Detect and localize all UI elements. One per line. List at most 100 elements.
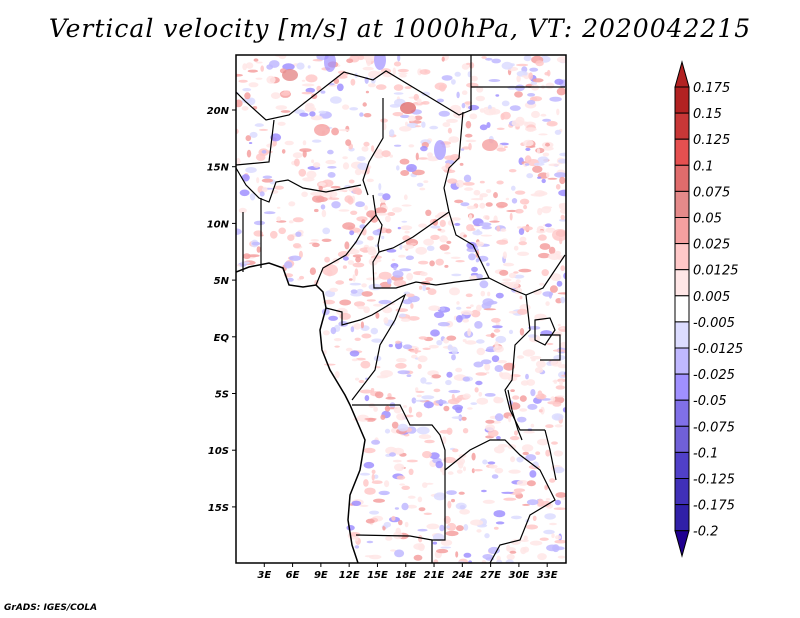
descent-cell <box>488 79 501 82</box>
ascent-cell <box>435 258 444 266</box>
ascent-cell <box>427 288 437 296</box>
descent-cell <box>378 183 382 191</box>
lon-tick-label: 30E <box>509 570 530 581</box>
ascent-cell <box>475 372 488 376</box>
ascent-cell <box>304 106 317 113</box>
ascent-cell <box>451 393 455 401</box>
descent-cell <box>495 521 505 525</box>
ascent-cell <box>401 204 412 207</box>
border <box>375 214 383 253</box>
ascent-cell <box>423 512 432 515</box>
ascent-cell <box>255 61 263 64</box>
ascent-cell <box>422 451 432 459</box>
ascent-cell <box>556 108 560 116</box>
descent-cell <box>527 93 536 97</box>
descent-cell <box>359 112 364 117</box>
descent-cell <box>433 311 445 318</box>
descent-cell <box>349 107 359 111</box>
ascent-cell <box>396 358 407 363</box>
descent-cell <box>447 344 453 351</box>
descent-cell <box>468 104 480 111</box>
ascent-cell <box>474 387 479 393</box>
ascent-cell <box>241 106 249 111</box>
descent-cell <box>336 83 344 92</box>
ascent-cell <box>461 90 468 95</box>
descent-cell <box>342 256 349 261</box>
colorbar-top-arrow <box>674 60 690 88</box>
ascent-cell <box>353 301 366 307</box>
ascent-cell <box>422 482 428 488</box>
ascent-cell <box>375 212 388 216</box>
ascent-cell <box>560 497 566 500</box>
ascent-cell <box>311 159 315 164</box>
ascent-cell <box>328 197 340 200</box>
colorbar-label: -0.025 <box>693 368 735 383</box>
ascent-cell <box>519 408 528 412</box>
ascent-cell <box>404 414 414 418</box>
border <box>352 404 446 470</box>
descent-cell <box>525 373 529 380</box>
ascent-cell <box>366 277 379 281</box>
ascent-cell <box>419 187 426 191</box>
ascent-cell <box>415 246 428 255</box>
ascent-cell <box>391 207 403 213</box>
descent-cell <box>556 280 563 287</box>
ascent-cell <box>284 140 294 146</box>
ascent-cell <box>508 169 517 173</box>
descent-cell <box>523 55 532 62</box>
border <box>362 98 384 196</box>
ascent-cell <box>462 393 471 399</box>
descent-cell <box>501 61 513 70</box>
ascent-cell <box>309 267 316 276</box>
descent-cell <box>269 60 280 68</box>
ascent-cell <box>447 178 458 184</box>
ascent-cell <box>428 344 439 349</box>
ascent-cell <box>403 194 408 200</box>
ascent-cell <box>292 217 304 223</box>
ascent-cell <box>390 549 397 552</box>
descent-cell <box>554 78 564 85</box>
descent-cell <box>530 81 537 85</box>
ascent-cell <box>529 540 543 546</box>
ascent-cell <box>494 467 504 474</box>
descent-cell <box>455 406 463 414</box>
ascent-cell <box>544 71 550 76</box>
ascent-cell <box>357 55 365 61</box>
descent-cell <box>481 225 492 230</box>
ascent-cell <box>531 110 540 119</box>
descent-cell <box>482 298 494 306</box>
ascent-cell <box>280 91 291 96</box>
descent-cell <box>501 491 514 494</box>
ascent-cell <box>426 523 440 530</box>
ascent-cell <box>398 519 403 526</box>
border <box>444 439 556 563</box>
ascent-cell <box>274 185 284 190</box>
descent-cell <box>249 193 256 201</box>
ascent-cell <box>433 388 441 393</box>
descent-cell <box>549 96 562 102</box>
ascent-cell <box>556 56 566 63</box>
map-frame <box>235 54 567 564</box>
descent-cell <box>383 521 391 528</box>
ascent-cell <box>476 304 482 312</box>
ascent-cell <box>262 186 268 193</box>
ascent-cell <box>354 337 361 341</box>
descent-cell <box>491 355 500 363</box>
ascent-cell <box>361 333 372 339</box>
ascent-cell <box>521 75 527 78</box>
ascent-cell <box>392 459 402 463</box>
descent-cell <box>386 249 397 253</box>
ascent-cell <box>534 367 544 374</box>
descent-cell <box>356 288 364 294</box>
ascent-cell <box>559 380 564 386</box>
descent-cell <box>480 359 492 365</box>
ascent-cell <box>373 498 385 503</box>
ascent-cell <box>470 75 478 82</box>
ascent-cell <box>394 463 405 472</box>
ascent-cell <box>323 299 335 305</box>
ascent-cell <box>441 56 445 62</box>
descent-cell <box>327 149 334 155</box>
ascent-cell <box>536 230 546 234</box>
ascent-cell <box>551 533 555 538</box>
colorbar-swatch <box>674 347 690 375</box>
